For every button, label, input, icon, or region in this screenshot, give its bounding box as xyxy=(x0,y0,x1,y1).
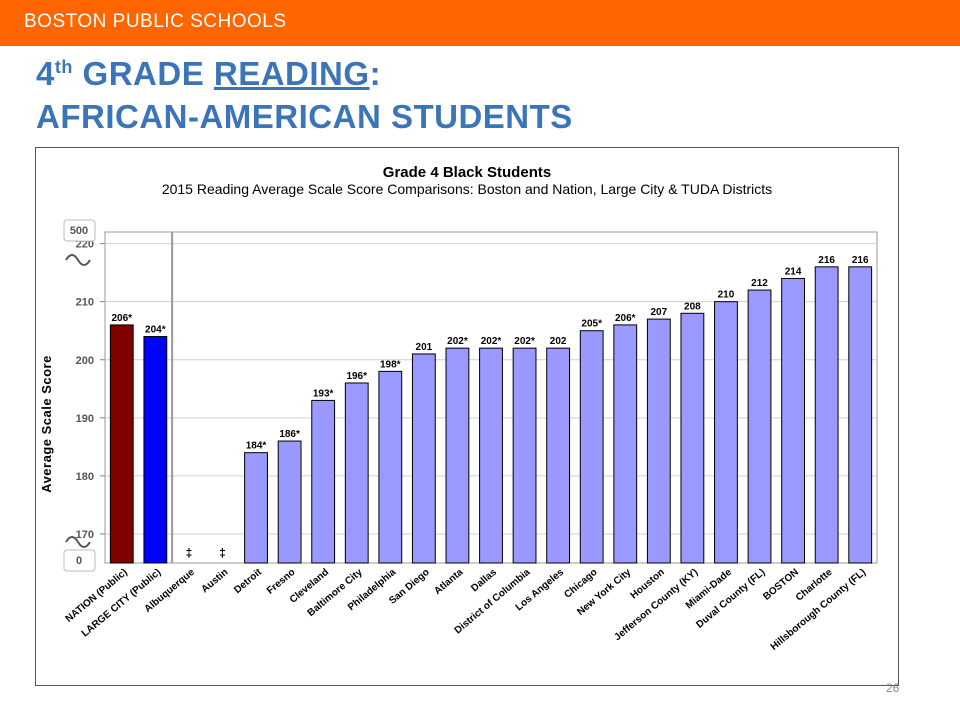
org-name: BOSTON PUBLIC SCHOOLS xyxy=(24,11,287,32)
slide-title: 4th GRADE READING: AFRICAN-AMERICAN STUD… xyxy=(36,52,573,138)
y-axis-label: Average Scale Score xyxy=(39,355,54,493)
x-tick-label: Atlanta xyxy=(432,567,465,597)
bar xyxy=(378,370,403,564)
bar xyxy=(479,347,503,564)
not-reported-marker: ‡ xyxy=(186,546,193,560)
title-line2: AFRICAN-AMERICAN STUDENTS xyxy=(36,98,573,135)
bar xyxy=(747,289,772,564)
title-subject: READING xyxy=(213,55,370,92)
x-tick-label: Dallas xyxy=(469,567,499,595)
axis-break-top-label: 500 xyxy=(70,225,88,237)
chart-title: Grade 4 Black Students xyxy=(383,164,551,181)
bar xyxy=(445,347,470,564)
axis-break-bottom-box xyxy=(63,549,96,572)
chart-subtitle: 2015 Reading Average Scale Score Compari… xyxy=(162,181,772,197)
title-number: 4 xyxy=(36,55,55,92)
data-label: 193* xyxy=(313,388,334,399)
data-label: 202* xyxy=(447,336,468,347)
bar xyxy=(848,266,873,564)
data-label: 184* xyxy=(246,441,267,452)
bar xyxy=(714,301,738,564)
bar xyxy=(244,452,268,564)
bar xyxy=(814,266,839,564)
data-label: 206* xyxy=(111,313,132,324)
title-superscript: th xyxy=(54,57,73,77)
data-label: 202* xyxy=(481,336,502,347)
axis-break-bottom-label: 0 xyxy=(76,555,82,567)
bar xyxy=(109,324,134,564)
y-tick-label: 170 xyxy=(76,529,94,541)
bar xyxy=(277,440,302,564)
axis-break-top-box xyxy=(63,219,96,242)
data-label: 201 xyxy=(416,342,433,353)
data-label: 198* xyxy=(380,359,401,370)
title-colon: : xyxy=(369,55,382,92)
data-label: 208 xyxy=(684,301,701,312)
data-label: 205* xyxy=(581,319,602,330)
axis-break-top-icon xyxy=(65,254,91,266)
bar xyxy=(512,347,537,564)
title-grade-word: GRADE xyxy=(72,55,214,92)
axis-break-bottom-icon xyxy=(65,536,91,548)
bar xyxy=(613,324,638,564)
chart-frame: Grade 4 Black Students 2015 Reading Avera… xyxy=(35,147,899,686)
data-label: 214 xyxy=(785,266,802,277)
bar xyxy=(344,382,369,564)
y-tick-label: 180 xyxy=(76,471,94,483)
data-label: 196* xyxy=(346,371,367,382)
not-reported-marker: ‡ xyxy=(219,546,226,560)
y-tick-label: 200 xyxy=(76,355,94,367)
bar xyxy=(143,336,168,564)
data-label: 216 xyxy=(818,255,835,266)
bar xyxy=(680,312,705,564)
header-bar: BOSTON PUBLIC SCHOOLS xyxy=(0,0,960,46)
bar xyxy=(781,277,805,564)
data-label: 212 xyxy=(751,278,768,289)
x-tick-label: Detroit xyxy=(232,566,264,596)
bar xyxy=(411,353,436,564)
data-label: 186* xyxy=(279,429,300,440)
y-tick-label: 190 xyxy=(76,413,94,425)
x-tick-label: Austin xyxy=(200,567,231,595)
data-label: 207 xyxy=(650,307,667,318)
page-number: 26 xyxy=(886,681,900,695)
bar xyxy=(546,347,571,564)
data-label: 216 xyxy=(852,255,869,266)
bar xyxy=(579,330,604,564)
y-tick-label: 210 xyxy=(76,297,94,309)
bar xyxy=(311,399,336,564)
data-label: 202* xyxy=(514,336,535,347)
data-label: 204* xyxy=(145,325,166,336)
data-label: 210 xyxy=(718,290,735,301)
y-tick-label: 220 xyxy=(76,239,94,251)
data-label: 202 xyxy=(550,336,567,347)
data-label: 206* xyxy=(615,313,636,324)
bar xyxy=(646,318,671,564)
